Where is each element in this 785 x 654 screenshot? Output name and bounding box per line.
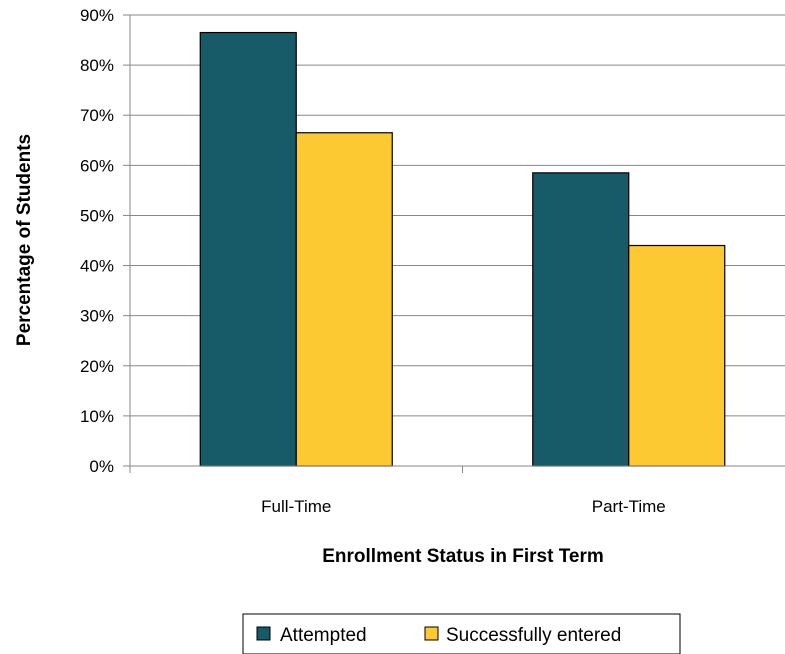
y-tick-label: 70% — [80, 106, 114, 125]
y-tick-label: 50% — [80, 206, 114, 225]
legend-label-successfully-entered: Successfully entered — [446, 625, 621, 646]
legend-border — [242, 613, 681, 654]
y-axis-title: Percentage of Students — [14, 134, 35, 346]
bar-attempted-part-time — [532, 172, 630, 467]
y-tick-label: 30% — [80, 307, 114, 326]
x-tick-label: Full-Time — [261, 497, 331, 516]
y-tick-label: 0% — [89, 457, 114, 476]
x-axis-ticks: Full-Time Part-Time — [129, 466, 666, 516]
y-tick-label: 90% — [80, 6, 114, 25]
x-axis-title: Enrollment Status in First Term — [322, 546, 604, 567]
bar-successfully-entered-full-time — [295, 132, 393, 467]
bars — [199, 31, 726, 467]
legend-swatch-successfully-entered — [424, 626, 439, 641]
y-tick-label: 80% — [80, 56, 114, 75]
y-tick-label: 10% — [80, 407, 114, 426]
legend: Attempted Successfully entered — [242, 613, 681, 654]
legend-swatch-attempted — [256, 626, 271, 641]
bar-successfully-entered-part-time — [628, 244, 726, 467]
y-axis-ticks: 0% 10% 20% 30% 40% 50% 60% 70% 80% 90% — [80, 6, 130, 476]
y-tick-label: 60% — [80, 156, 114, 175]
x-tick-label: Part-Time — [592, 497, 666, 516]
y-tick-label: 20% — [80, 357, 114, 376]
bar-attempted-full-time — [199, 31, 297, 467]
legend-label-attempted: Attempted — [280, 625, 367, 646]
y-tick-label: 40% — [80, 257, 114, 276]
